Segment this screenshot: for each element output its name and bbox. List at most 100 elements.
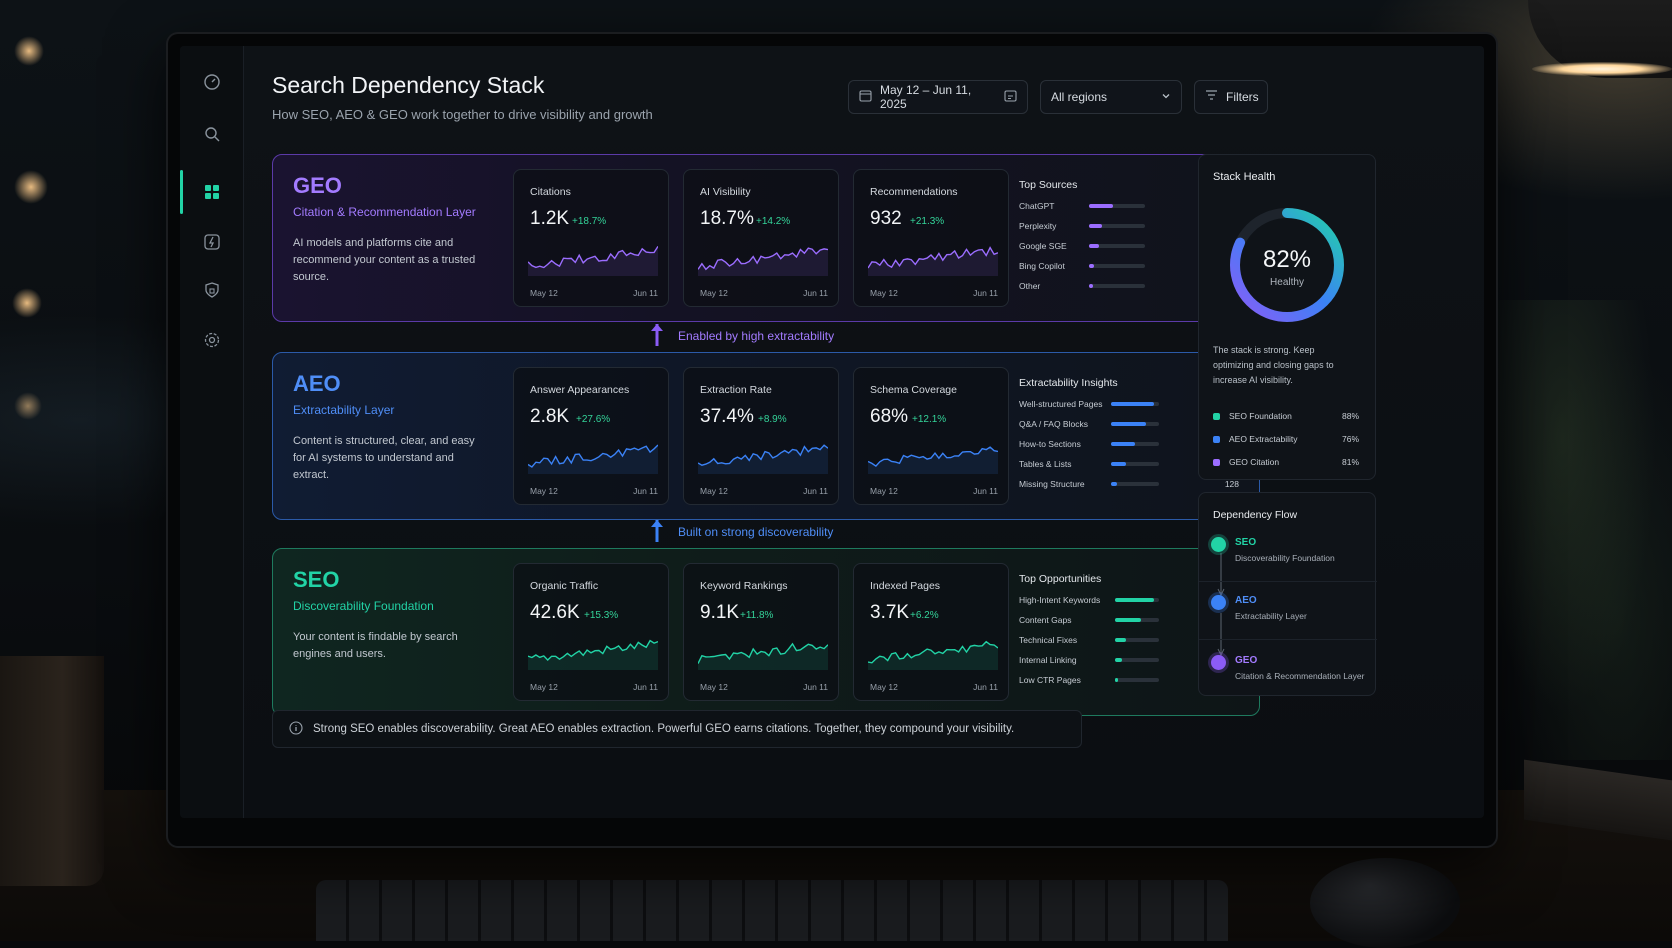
sparkline [528, 444, 658, 474]
card-title: Dependency Flow [1213, 509, 1298, 521]
layer-description: Your content is findable by search engin… [293, 631, 458, 660]
calendar-icon [1004, 89, 1017, 105]
list-item-value: 128 [1224, 479, 1239, 489]
metric-card-citations[interactable]: Citations 1.2K +18.7% May 12 Jun 11 [513, 169, 669, 307]
flow-connector-line [1217, 553, 1225, 657]
keyboard [316, 880, 1228, 941]
metric-card-extraction-rate[interactable]: Extraction Rate 37.4% +8.9% May 12 Jun 1… [683, 367, 839, 505]
list-item-bar [1115, 658, 1159, 662]
legend-value: 88% [1341, 411, 1359, 421]
list-item-bar [1111, 442, 1159, 446]
metric-card-answer-appearances[interactable]: Answer Appearances 2.8K +27.6% May 12 Ju… [513, 367, 669, 505]
date-end: Jun 11 [803, 288, 828, 298]
list-item-bar-fill [1115, 658, 1122, 662]
list-title: Extractability Insights [1019, 377, 1118, 389]
mouse [1310, 858, 1460, 948]
metric-card-keyword-rankings[interactable]: Keyword Rankings 9.1K +11.8% May 12 Jun … [683, 563, 839, 701]
metric-label: Indexed Pages [870, 580, 941, 592]
flow-node-name: SEO [1235, 537, 1257, 548]
sparkline [698, 444, 828, 474]
dashboard-gauge-icon[interactable] [202, 72, 222, 92]
sparkline [528, 246, 658, 276]
date-start: May 12 [530, 682, 558, 692]
grid-icon[interactable] [202, 182, 222, 202]
flow-node-name: GEO [1235, 655, 1258, 666]
metric-card-indexed-pages[interactable]: Indexed Pages 3.7K +6.2% May 12 Jun 11 [853, 563, 1009, 701]
active-indicator [180, 170, 183, 214]
sidebar-rail [180, 46, 244, 818]
metric-card-organic-traffic[interactable]: Organic Traffic 42.6K +15.3% May 12 Jun … [513, 563, 669, 701]
date-end: Jun 11 [973, 288, 998, 298]
sparkline-line [868, 446, 998, 468]
health-status: Healthy [1270, 277, 1304, 288]
settings-icon[interactable] [202, 330, 222, 350]
list-item-name: Bing Copilot [1019, 261, 1065, 271]
flow-node-name: AEO [1235, 595, 1257, 606]
flow-dot [1211, 595, 1226, 610]
list-item-bar-fill [1089, 204, 1113, 208]
date-start: May 12 [870, 486, 898, 496]
search-icon[interactable] [202, 124, 222, 144]
list-item-bar-fill [1115, 598, 1154, 602]
health-note: The stack is strong. Keep optimizing and… [1213, 345, 1334, 385]
metric-label: Extraction Rate [700, 384, 772, 396]
metric-value: 932 [870, 208, 902, 229]
lock-icon[interactable] [202, 280, 222, 300]
sparkline [528, 639, 658, 670]
metric-value: 18.7% [700, 208, 754, 229]
list-item-name: How-to Sections [1019, 439, 1081, 449]
date-range-picker[interactable]: May 12 – Jun 11, 2025 [848, 80, 1028, 114]
bolt-icon[interactable] [202, 232, 222, 252]
legend-value: 81% [1341, 457, 1359, 467]
metric-card-schema-coverage[interactable]: Schema Coverage 68% +12.1% May 12 Jun 11 [853, 367, 1009, 505]
donut-arc [1230, 208, 1344, 322]
list-item-bar-fill [1115, 618, 1142, 622]
sparkline-area [528, 640, 658, 670]
connector-label: Enabled by high extractability [678, 328, 835, 343]
list-item-name: Q&A / FAQ Blocks [1019, 419, 1088, 429]
region-select[interactable]: All regions [1040, 80, 1182, 114]
sparkline-line [698, 444, 828, 466]
list-item-bar-fill [1111, 442, 1135, 446]
list-item-bar-fill [1115, 638, 1127, 642]
calendar-icon [859, 89, 872, 105]
list-item-name: Low CTR Pages [1019, 675, 1081, 685]
list-item-bar [1089, 224, 1145, 228]
connector-geo-aeo: Enabled by high extractability [650, 322, 834, 349]
metric-card-recommendations[interactable]: Recommendations 932 +21.3% May 12 Jun 11 [853, 169, 1009, 307]
health-legend: SEO Foundation 88% AEO Extractability 76% GE… [1213, 411, 1359, 480]
sparkline-line [868, 246, 998, 269]
filter-icon [1205, 89, 1218, 105]
list-item-bar [1115, 638, 1159, 642]
list-item-name: Well-structured Pages [1019, 399, 1103, 409]
bokeh-light [12, 288, 42, 318]
filters-button[interactable]: Filters [1194, 80, 1268, 114]
metric-delta: +27.6% [576, 414, 611, 425]
connector-aeo-seo: Built on strong discoverability [650, 518, 833, 545]
mug [0, 656, 104, 886]
footer-text: Strong SEO enables discoverability. Grea… [313, 723, 1015, 735]
date-start: May 12 [870, 682, 898, 692]
list-item-bar-fill [1089, 224, 1102, 228]
list-item-bar-fill [1111, 462, 1127, 466]
list-item-name: Tables & Lists [1019, 459, 1072, 469]
connector-label: Built on strong discoverability [678, 524, 834, 539]
list-item-bar-fill [1089, 244, 1100, 248]
date-start: May 12 [530, 288, 558, 298]
list-item-name: Content Gaps [1019, 615, 1072, 625]
metric-delta: +14.2% [756, 216, 791, 227]
list-item-bar-fill [1089, 264, 1095, 268]
metric-value: 42.6K [530, 602, 580, 623]
sparkline [868, 640, 998, 670]
list-item-bar-fill [1089, 284, 1094, 288]
metric-delta: +8.9% [758, 414, 787, 425]
sparkline [868, 246, 998, 276]
sparkline [698, 642, 828, 670]
list-item-name: Other [1019, 281, 1041, 291]
metric-card-ai-visibility[interactable]: AI Visibility 18.7% +14.2% May 12 Jun 11 [683, 169, 839, 307]
metric-delta: +12.1% [912, 414, 947, 425]
list-item-bar-fill [1111, 402, 1155, 406]
sparkline-area [528, 445, 658, 474]
metric-value: 2.8K [530, 406, 570, 427]
divider [1199, 639, 1377, 640]
